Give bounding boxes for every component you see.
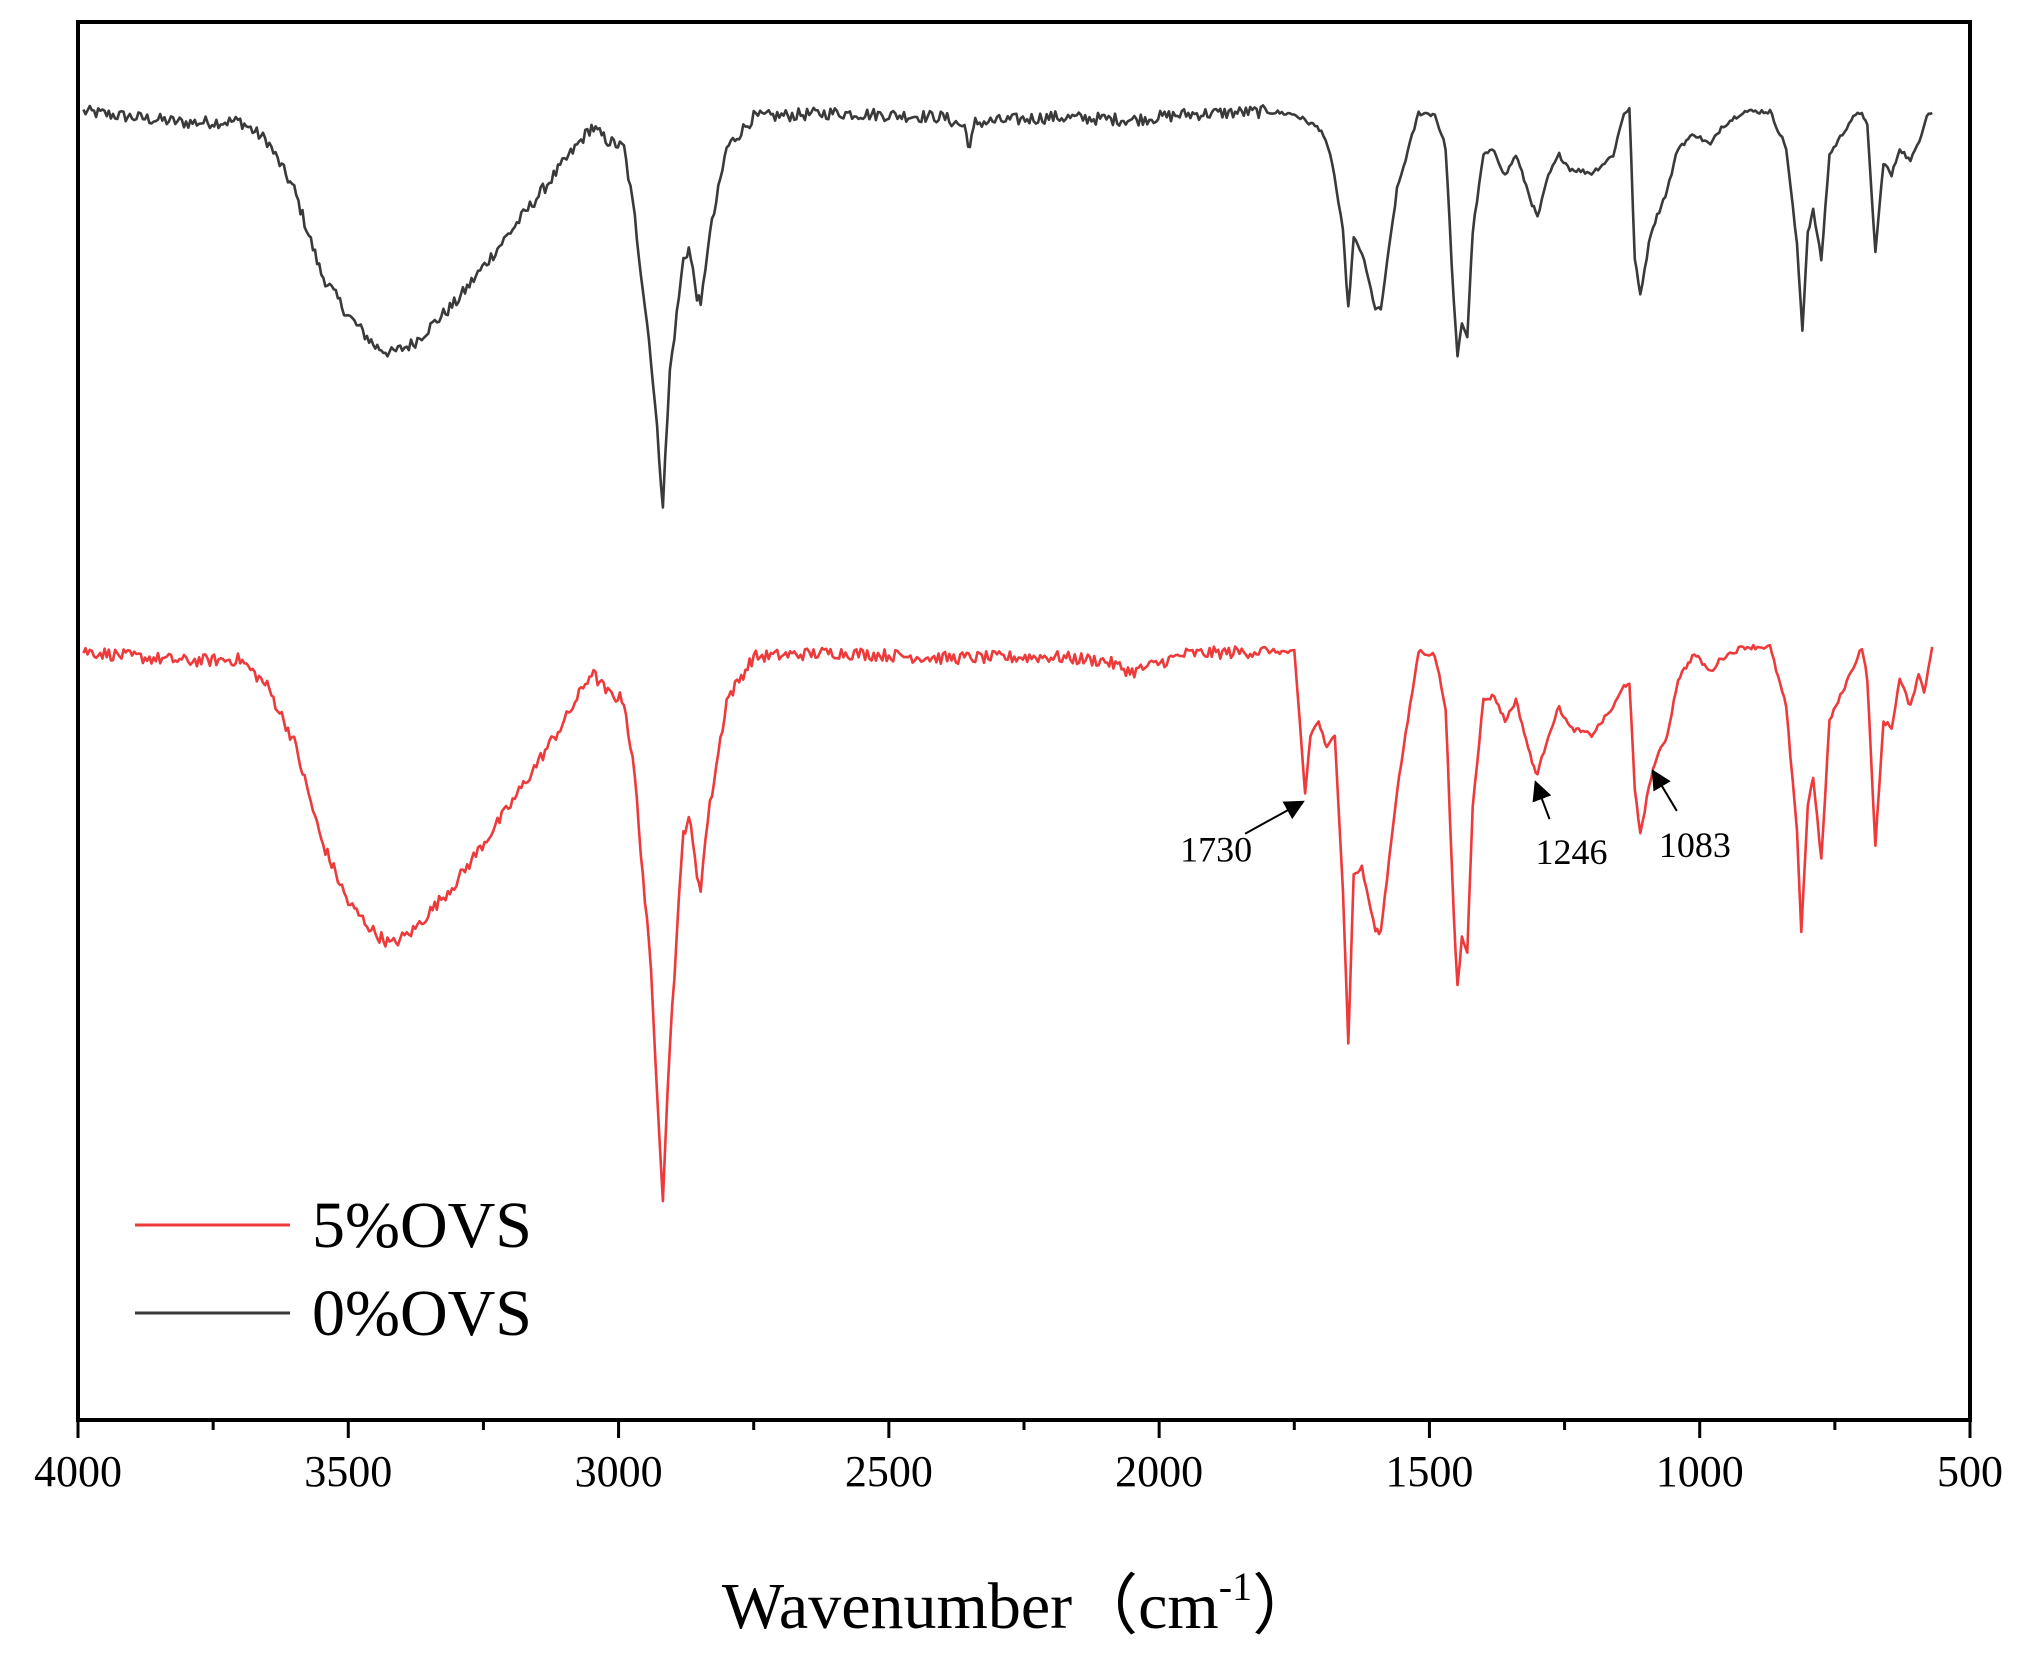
x-axis-title: Wavenumber（cm-1）: [722, 1564, 1318, 1643]
legend-label-5-ovs: 5%OVS: [312, 1189, 532, 1262]
series-lines: [82, 104, 1934, 1203]
x-tick-label: 1500: [1385, 1447, 1473, 1496]
x-tick-label: 2000: [1115, 1447, 1203, 1496]
annotation-label: 1730: [1180, 830, 1252, 870]
annotation-arrow: [1244, 800, 1305, 835]
x-tick-label: 2500: [845, 1447, 933, 1496]
annotation-arrow: [1651, 769, 1678, 812]
x-axis-ticks: [76, 1420, 1972, 1438]
annotation-arrow: [1532, 780, 1552, 820]
x-axis-tick-labels: 4000 3500 3000 2500 2000 1500 1000 500: [34, 1447, 2003, 1496]
legend-label-0-ovs: 0%OVS: [312, 1277, 532, 1350]
x-tick-label: 1000: [1656, 1447, 1744, 1496]
annotation-label: 1083: [1659, 825, 1731, 865]
series-line-0-ovs: [82, 104, 1933, 509]
legend: 5%OVS 0%OVS: [135, 1189, 532, 1350]
annotation-label: 1246: [1536, 832, 1608, 872]
x-tick-label: 500: [1937, 1447, 2003, 1496]
series-line-5-ovs: [82, 643, 1934, 1203]
x-tick-label: 3500: [304, 1447, 392, 1496]
x-tick-label: 3000: [575, 1447, 663, 1496]
peak-annotations: 1730 1246 1083: [1180, 769, 1731, 872]
x-tick-label: 4000: [34, 1447, 122, 1496]
